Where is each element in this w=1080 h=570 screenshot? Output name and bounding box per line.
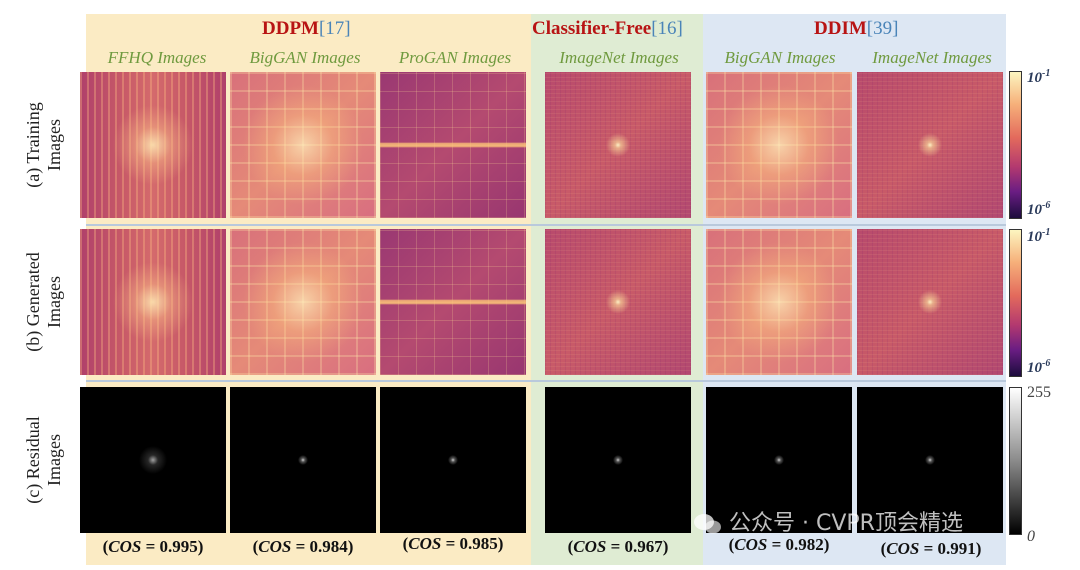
watermark: 公众号 · CVPR顶会精选	[693, 505, 963, 537]
colorbar-residual-bottom-label: 0	[1027, 528, 1035, 545]
residual-progan	[380, 387, 526, 533]
column-label-ddim-imagenet: ImageNet Images	[872, 48, 992, 67]
residual-ddim-imagenet	[857, 387, 1003, 533]
residual-ddpm-biggan	[230, 387, 376, 533]
row-label-generated: (b) Generated Images	[23, 252, 64, 352]
spectrum-generated-ffhq	[80, 229, 226, 375]
wechat-icon	[694, 514, 721, 534]
cos-ddim-imagenet: (COS = 0.991)	[880, 539, 982, 558]
colorbar-residual-top-label: 255	[1027, 384, 1051, 401]
spectrum-generated-ddpm-biggan	[230, 229, 376, 375]
column-label-ffhq: FFHQ Images	[107, 48, 207, 67]
row-label-training: (a) Training Images	[23, 102, 64, 188]
colorbar-residual	[1009, 387, 1022, 535]
cos-ffhq: (COS = 0.995)	[102, 537, 204, 556]
spectrum-training-progan	[380, 72, 526, 218]
spectrum-training-cf-imagenet	[545, 72, 691, 218]
spectrum-generated-ddim-biggan	[706, 229, 852, 375]
cos-progan: (COS = 0.985)	[402, 534, 504, 553]
residual-ffhq	[80, 387, 226, 533]
row-separator	[86, 380, 1006, 382]
spectrum-training-ddim-imagenet	[857, 72, 1003, 218]
cos-ddim-biggan: (COS = 0.982)	[728, 535, 830, 554]
column-label-cf-imagenet: ImageNet Images	[559, 48, 679, 67]
spectrum-training-ffhq	[80, 72, 226, 218]
column-label-ddim-biggan: BigGAN Images	[724, 48, 836, 67]
group-title-ddpm: DDPM[17]	[262, 18, 351, 39]
group-title-ddim: DDIM[39]	[814, 18, 899, 39]
colorbar-generated	[1009, 229, 1022, 377]
spectrum-training-ddpm-biggan	[230, 72, 376, 218]
colorbar-training-top-label: 10-1	[1027, 68, 1051, 86]
colorbar-generated-bottom-label: 10-6	[1027, 358, 1051, 376]
residual-cf-imagenet	[545, 387, 691, 533]
group-title-classifier-free: Classifier-Free[16]	[532, 18, 683, 39]
spectrum-generated-progan	[380, 229, 526, 375]
spectrum-training-ddim-biggan	[706, 72, 852, 218]
spectrum-generated-ddim-imagenet	[857, 229, 1003, 375]
spectrum-generated-cf-imagenet	[545, 229, 691, 375]
colorbar-generated-top-label: 10-1	[1027, 227, 1051, 245]
cos-ddpm-biggan: (COS = 0.984)	[252, 537, 354, 556]
column-label-ddpm-biggan: BigGAN Images	[249, 48, 361, 67]
row-separator	[86, 224, 1006, 226]
cos-cf-imagenet: (COS = 0.967)	[567, 537, 669, 556]
colorbar-training	[1009, 71, 1022, 219]
column-label-progan: ProGAN Images	[398, 48, 512, 67]
residual-ddim-biggan	[706, 387, 852, 533]
row-label-residual: (c) Residual Images	[23, 416, 64, 504]
colorbar-training-bottom-label: 10-6	[1027, 200, 1051, 218]
